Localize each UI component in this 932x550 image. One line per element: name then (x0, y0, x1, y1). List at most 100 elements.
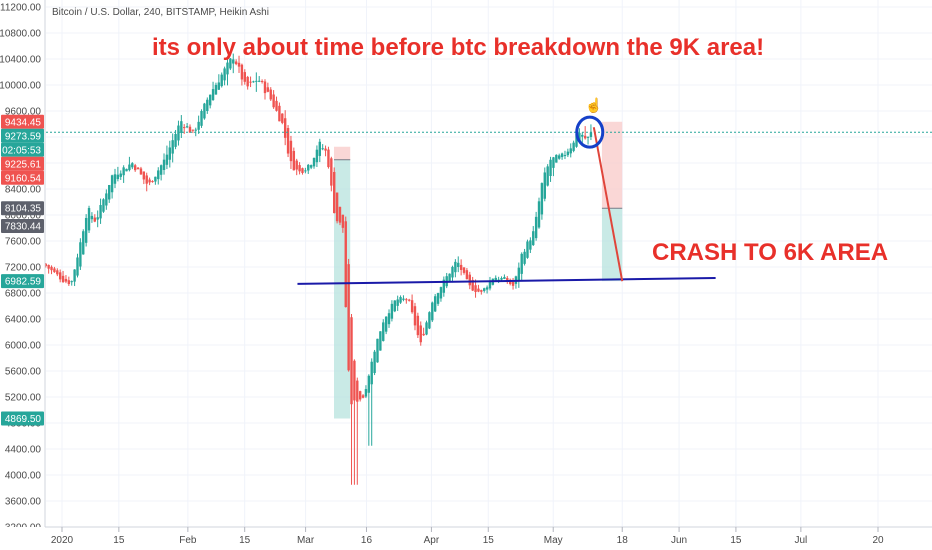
y-tick-label: 5600.00 (5, 367, 42, 378)
candle-body (341, 214, 345, 228)
candle-body (67, 280, 71, 285)
x-tick-label: 15 (113, 535, 125, 546)
candle-body (177, 125, 180, 141)
candle-body (269, 89, 272, 100)
candle-body (457, 262, 460, 268)
candle-body (93, 217, 96, 222)
candle-body (353, 360, 356, 401)
candle-body (376, 338, 379, 363)
trade-zones (334, 121, 623, 419)
candle-body (214, 84, 218, 95)
candle-body (50, 266, 53, 271)
candle-body (168, 147, 171, 160)
candle-body (532, 231, 535, 246)
x-axis[interactable]: 2020 15 Feb 15 Mar 16 Apr 15 May 18 Jun 15 Jul 20 (51, 527, 884, 546)
x-tick-label: 15 (483, 535, 495, 546)
candle-body (560, 153, 564, 158)
candle-body (286, 128, 290, 154)
candle-body (304, 170, 307, 172)
candle-body (208, 94, 212, 106)
candle-body (419, 325, 422, 343)
candle-body (344, 221, 347, 308)
candle-body (439, 287, 443, 299)
candle-body (356, 380, 359, 402)
candle-body (275, 100, 278, 111)
candle-body (465, 270, 469, 280)
y-axis-panel (0, 0, 45, 527)
candle-body (408, 299, 411, 301)
candle-body (367, 375, 371, 393)
candle-body (425, 322, 428, 335)
candle-body (335, 192, 339, 222)
headline-annotation[interactable]: its only about time before btc breakdown… (152, 34, 764, 61)
candle-body (47, 264, 50, 269)
price-badges: 9434.45 9273.59 02:05:53 9225.61 9160.54 8104… (1, 114, 44, 426)
candle-body (480, 290, 483, 292)
candle-body (266, 87, 270, 92)
candle-body (148, 179, 151, 183)
crash-annotation[interactable]: CRASH TO 6K AREA (652, 239, 888, 266)
candle-body (142, 171, 146, 180)
y-tick-label: 8400.00 (5, 185, 42, 196)
candle-body (459, 264, 463, 270)
drawings: ☝ (297, 96, 716, 285)
x-tick-label: 15 (730, 535, 742, 546)
candle-body (258, 80, 261, 82)
candle-body (364, 389, 368, 397)
candle-body (589, 132, 593, 137)
candle-body (517, 267, 521, 281)
candle-body (549, 159, 552, 176)
candle-body (249, 81, 252, 83)
y-axis[interactable]: 11200.0010800.0010400.0010000.009600.009… (0, 3, 41, 534)
candle-body (162, 159, 166, 170)
y-tick-label: 5200.00 (5, 393, 42, 404)
candle-body (298, 165, 301, 172)
candle-body (133, 165, 137, 171)
candle-body (327, 149, 330, 168)
candle-body (122, 167, 125, 176)
candle-body (99, 205, 102, 219)
candle-body (451, 266, 454, 278)
candle-body (474, 285, 477, 292)
candle-body (243, 72, 246, 82)
candle-body (529, 240, 532, 250)
candle-body (370, 361, 373, 385)
candle-body (246, 76, 249, 87)
y-tick-label: 6400.00 (5, 315, 42, 326)
y-tick-label: 6800.00 (5, 289, 42, 300)
candle-body (382, 322, 385, 341)
candle-body (119, 173, 122, 177)
candle-body (200, 111, 203, 126)
candle-body (500, 278, 503, 280)
candle-body (307, 164, 310, 171)
candle-body (61, 275, 65, 282)
candle-body (506, 277, 509, 282)
candle-body (485, 287, 489, 290)
x-tick-label: 16 (361, 535, 373, 546)
candle-body (64, 278, 68, 282)
candle-body (350, 317, 353, 405)
y-tick-label: 7600.00 (5, 237, 42, 248)
candle-body (413, 306, 417, 326)
price-badge (1, 219, 44, 234)
price-badge (1, 142, 44, 157)
pointer-hand-icon: ☝ (585, 96, 602, 114)
candle-body (318, 141, 321, 156)
candle-body (289, 140, 293, 162)
price-badge-label: 9225.61 (5, 159, 42, 170)
candle-body (84, 217, 88, 243)
candle-body (431, 302, 434, 321)
candle-body (183, 127, 186, 129)
candle-body (116, 174, 120, 180)
candle-body (255, 80, 258, 82)
candle-body (157, 170, 160, 180)
candle-body (410, 300, 414, 313)
candle-body (260, 80, 264, 82)
candle-body (301, 168, 304, 173)
price-badge (1, 411, 44, 426)
x-tick-label: Jun (671, 535, 687, 546)
y-tick-label: 7200.00 (5, 263, 42, 274)
y-tick-label: 6000.00 (5, 341, 42, 352)
candle-body (309, 165, 313, 168)
